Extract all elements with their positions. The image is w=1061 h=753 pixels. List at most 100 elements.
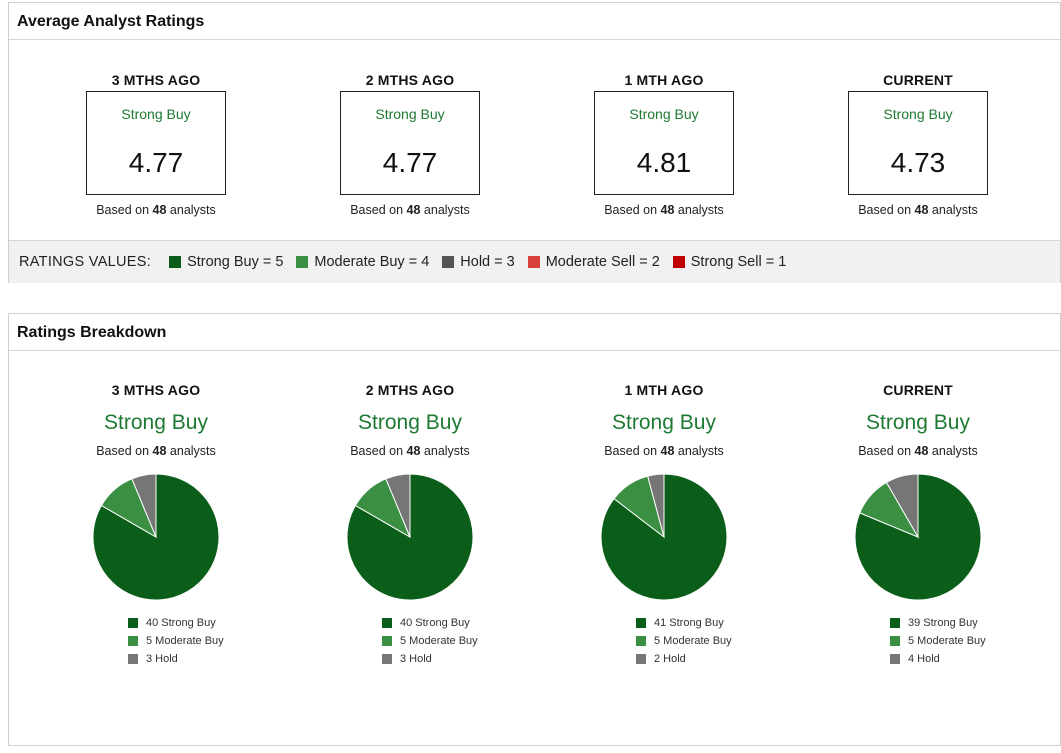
avg-column-2-months: 2 MTHS AGO Strong Buy 4.77 Based on 48 a… [295,72,525,217]
rating-score: 4.77 [382,147,438,178]
swatch-icon [890,654,900,664]
swatch-icon [442,256,455,268]
rating-box: Strong Buy 4.73 [848,91,988,195]
analyst-count-text: Based on 48 analysts [858,203,978,217]
period-title: 1 MTH AGO [624,382,704,398]
pie-legend-item: 4 Hold [890,650,1033,668]
breakdown-column-3-months: 3 MTHS AGO Strong Buy Based on 48 analys… [41,382,271,668]
pie-svg [600,473,728,601]
breakdown-column-2-months: 2 MTHS AGO Strong Buy Based on 48 analys… [295,382,525,668]
rating-label: Strong Buy [866,411,970,434]
ratings-breakdown-title: Ratings Breakdown [9,314,1060,351]
rating-score: 4.81 [636,147,692,178]
pie-legend-item: 3 Hold [382,650,525,668]
pie-legend-item: 5 Moderate Buy [128,632,271,650]
breakdown-column-1-month: 1 MTH AGO Strong Buy Based on 48 analyst… [549,382,779,668]
swatch-icon [636,654,646,664]
pie-legend-label: 40 Strong Buy [400,617,470,629]
pie-slice-hold[interactable] [885,473,919,539]
pie-svg [346,473,474,601]
legend-item-strong-buy: Strong Buy = 5 [169,254,283,270]
analyst-count-text: Based on 48 analysts [604,444,724,458]
ratings-values-legend: RATINGS VALUES: Strong Buy = 5 Moderate … [9,240,1060,283]
pie-svg [854,473,982,601]
rating-score: 4.77 [128,147,184,178]
rating-score: 4.73 [890,147,946,178]
rating-box: Strong Buy 4.81 [594,91,734,195]
pie-legend: 41 Strong Buy 5 Moderate Buy 2 Hold [636,614,779,668]
rating-label: Strong Buy [629,106,699,122]
pie-legend-item: 40 Strong Buy [128,614,271,632]
pie-legend-label: 5 Moderate Buy [908,635,986,647]
pie-legend-label: 39 Strong Buy [908,617,978,629]
pie-slice-hold[interactable] [131,473,157,538]
rating-box: Strong Buy 4.77 [340,91,480,195]
legend-item-moderate-sell: Moderate Sell = 2 [527,254,660,270]
legend-item-strong-sell: Strong Sell = 1 [672,254,786,270]
pie-legend-label: 5 Moderate Buy [654,635,732,647]
legend-item-hold: Hold = 3 [442,254,515,270]
pie-legend-label: 41 Strong Buy [654,617,724,629]
pie-legend-label: 5 Moderate Buy [400,635,478,647]
period-title: CURRENT [883,72,953,88]
swatch-icon [672,256,685,268]
analyst-count-text: Based on 48 analysts [350,444,470,458]
avg-column-current: CURRENT Strong Buy 4.73 Based on 48 anal… [803,72,1033,217]
swatch-icon [382,618,392,628]
swatch-icon [890,618,900,628]
pie-chart [599,472,729,602]
analyst-count-text: Based on 48 analysts [96,444,216,458]
pie-legend-item: 2 Hold [636,650,779,668]
average-ratings-panel: Average Analyst Ratings 3 MTHS AGO Stron… [8,2,1061,283]
pie-legend: 40 Strong Buy 5 Moderate Buy 3 Hold [128,614,271,668]
analyst-count-text: Based on 48 analysts [96,203,216,217]
swatch-icon [527,256,540,268]
pie-slice-hold[interactable] [647,473,665,538]
analyst-count-text: Based on 48 analysts [604,203,724,217]
legend-item-moderate-buy: Moderate Buy = 4 [296,254,429,270]
pie-legend-item: 40 Strong Buy [382,614,525,632]
pie-legend-label: 3 Hold [400,653,432,665]
avg-column-1-month: 1 MTH AGO Strong Buy 4.81 Based on 48 an… [549,72,779,217]
swatch-icon [128,636,138,646]
pie-svg [92,473,220,601]
legend-title: RATINGS VALUES: [19,254,152,270]
pie-legend-item: 39 Strong Buy [890,614,1033,632]
swatch-icon [636,618,646,628]
swatch-icon [890,636,900,646]
swatch-icon [128,618,138,628]
swatch-icon [382,636,392,646]
swatch-icon [382,654,392,664]
pie-slice-hold[interactable] [385,473,411,538]
rating-label: Strong Buy [104,411,208,434]
swatch-icon [128,654,138,664]
pie-chart [853,472,983,602]
swatch-icon [296,256,309,268]
period-title: 3 MTHS AGO [111,382,201,398]
rating-label: Strong Buy [612,411,716,434]
pie-chart [91,472,221,602]
pie-legend-item: 5 Moderate Buy [636,632,779,650]
ratings-breakdown-panel: Ratings Breakdown 3 MTHS AGO Strong Buy … [8,313,1061,746]
swatch-icon [169,256,182,268]
swatch-icon [636,636,646,646]
rating-label: Strong Buy [358,411,462,434]
pie-legend-label: 40 Strong Buy [146,617,216,629]
pie-legend: 39 Strong Buy 5 Moderate Buy 4 Hold [890,614,1033,668]
period-title: 3 MTHS AGO [111,72,201,88]
period-title: 2 MTHS AGO [365,72,455,88]
pie-legend-label: 3 Hold [146,653,178,665]
pie-legend-label: 4 Hold [908,653,940,665]
avg-column-3-months: 3 MTHS AGO Strong Buy 4.77 Based on 48 a… [41,72,271,217]
pie-legend-label: 5 Moderate Buy [146,635,224,647]
pie-legend-item: 5 Moderate Buy [382,632,525,650]
rating-label: Strong Buy [121,106,191,122]
pie-legend-label: 2 Hold [654,653,686,665]
rating-label: Strong Buy [375,106,445,122]
analyst-count-text: Based on 48 analysts [350,203,470,217]
breakdown-column-current: CURRENT Strong Buy Based on 48 analysts … [803,382,1033,668]
pie-legend-item: 3 Hold [128,650,271,668]
pie-legend: 40 Strong Buy 5 Moderate Buy 3 Hold [382,614,525,668]
pie-legend-item: 41 Strong Buy [636,614,779,632]
period-title: 2 MTHS AGO [365,382,455,398]
